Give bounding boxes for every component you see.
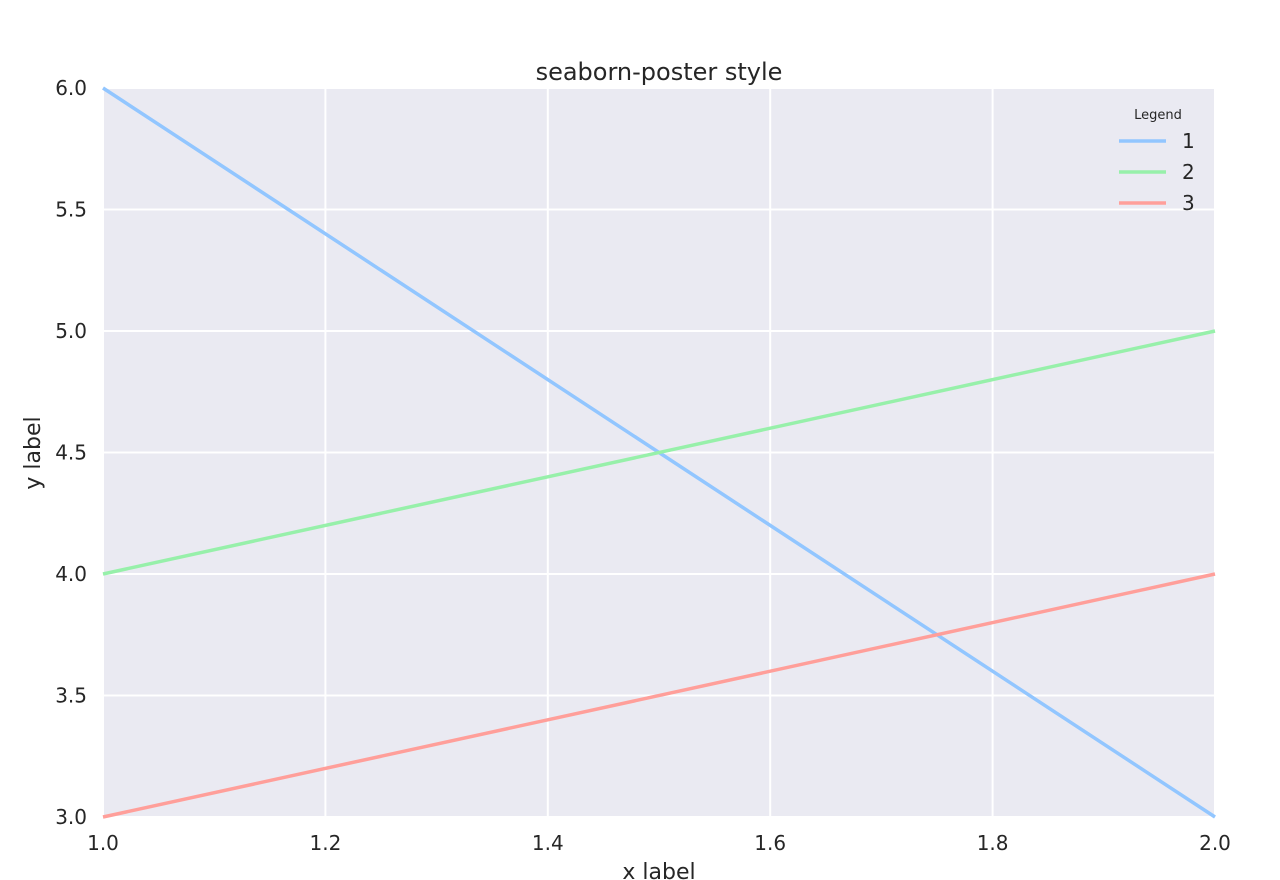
legend-label-1: 1 [1182,129,1195,153]
y-axis-label: y label [21,416,46,489]
x-axis-ticks: 1.0 1.2 1.4 1.6 1.8 2.0 [87,831,1231,855]
series-line-3 [102,572,1216,819]
legend-title: Legend [1134,108,1182,123]
x-axis-label: x label [622,860,695,880]
x-tick-label: 1.8 [977,831,1009,855]
y-tick-label: 4.5 [55,441,87,465]
y-tick-label: 4.0 [55,562,87,586]
legend: Legend 1 2 3 [1119,108,1195,215]
y-tick-label: 3.5 [55,684,87,708]
legend-label-2: 2 [1182,160,1195,184]
y-tick-label: 3.0 [55,805,87,829]
x-tick-label: 2.0 [1199,831,1231,855]
y-tick-label: 5.5 [55,198,87,222]
y-tick-label: 5.0 [55,319,87,343]
x-tick-label: 1.0 [87,831,119,855]
x-tick-label: 1.6 [754,831,786,855]
series-line-2 [102,329,1216,576]
x-tick-label: 1.4 [532,831,564,855]
legend-label-3: 3 [1182,191,1195,215]
y-tick-label: 6.0 [55,76,87,100]
y-axis-ticks: 3.0 3.5 4.0 4.5 5.0 5.5 6.0 [55,76,87,829]
chart-title: seaborn-poster style [536,58,783,86]
x-tick-label: 1.2 [309,831,341,855]
series-lines [102,86,1216,819]
legend-entries: 1 2 3 [1119,129,1195,215]
